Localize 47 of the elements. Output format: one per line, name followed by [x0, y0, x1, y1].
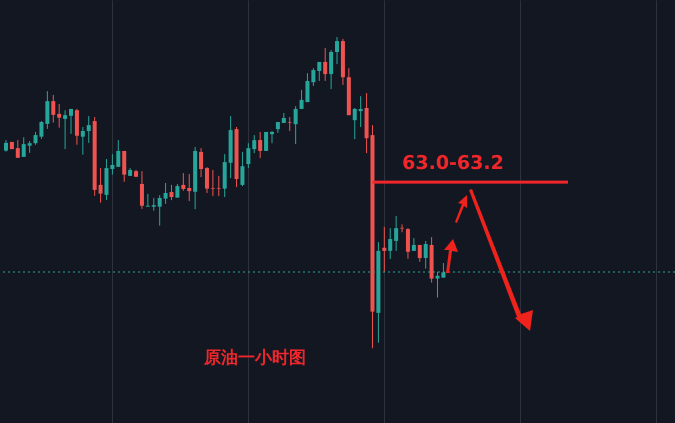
candlestick: [122, 150, 126, 182]
candlestick: [311, 68, 316, 86]
candlestick: [34, 131, 38, 146]
candlestick: [86, 116, 91, 144]
candlestick: [264, 131, 268, 152]
candlestick: [16, 140, 20, 158]
candlestick: [63, 110, 68, 150]
candlestick: [412, 238, 416, 252]
candlestick: [204, 166, 209, 194]
candlestick: [28, 140, 32, 154]
candlestick: [294, 106, 298, 145]
candlestick: [69, 108, 74, 134]
candlestick: [282, 112, 286, 124]
candlestick: [110, 154, 114, 176]
candlestick: [164, 182, 168, 204]
candlestick: [252, 134, 256, 154]
candlestick: [240, 151, 244, 187]
candlestick: [317, 61, 322, 82]
candlestick: [39, 120, 44, 140]
candlestick: [424, 240, 428, 270]
candlestick: [406, 228, 410, 260]
candlestick: [300, 89, 304, 110]
candlestick: [146, 193, 150, 208]
candlestick: [98, 168, 103, 204]
annotation: 63.0-63.2: [402, 152, 504, 174]
candlestick: [305, 72, 310, 103]
candlestick: [258, 131, 262, 159]
candlestick: [329, 50, 334, 90]
candlestick: [116, 140, 120, 168]
candlestick: [382, 226, 386, 272]
candlestick: [246, 142, 250, 169]
candlestick: [140, 170, 144, 210]
candlestick: [270, 130, 274, 144]
candlestick: [394, 216, 398, 252]
candlestick: [199, 148, 204, 178]
candlestick: [80, 126, 85, 156]
candlestick: [388, 228, 392, 260]
candlestick: [170, 184, 174, 201]
candlestick: [45, 90, 50, 130]
annotation: 原油一小时图: [203, 348, 306, 368]
candlestick: [175, 183, 180, 198]
candlestick: [276, 122, 280, 134]
candlestick: [323, 47, 328, 82]
candlestick: [335, 36, 340, 65]
candlestick: [22, 136, 26, 158]
candlestick: [418, 244, 422, 262]
candlestick: [4, 140, 8, 152]
